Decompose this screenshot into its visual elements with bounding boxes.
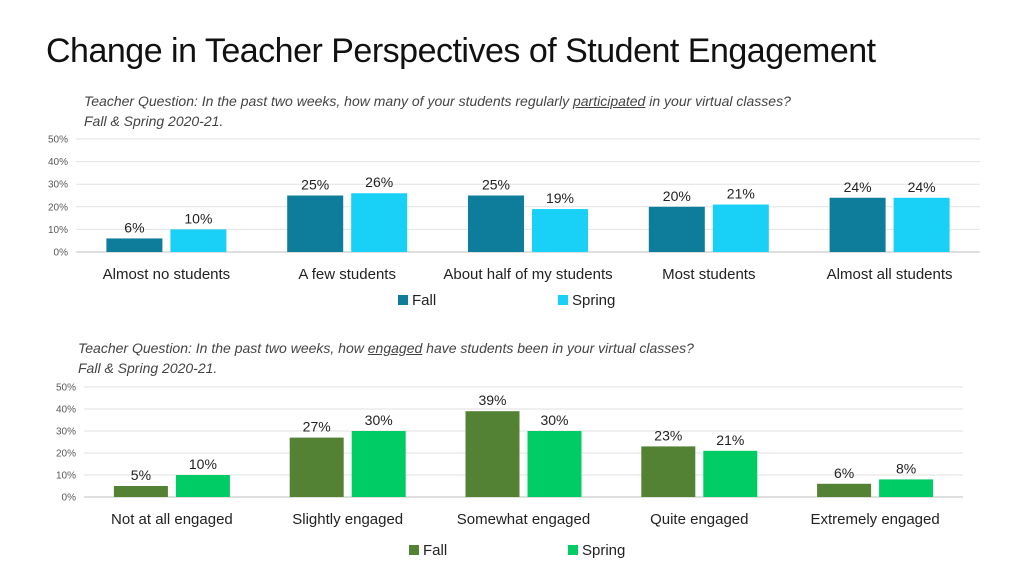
chart2-legend-label-fall: Fall [423, 542, 447, 559]
chart1-bar-spring [532, 209, 588, 252]
chart1-question-text: Teacher Question: In the past two weeks,… [84, 93, 573, 109]
chart1-data-label: 19% [546, 190, 574, 206]
chart2-bar-fall [817, 483, 872, 497]
slide-title: Change in Teacher Perspectives of Studen… [46, 32, 876, 70]
chart2-legend-label-spring: Spring [582, 542, 625, 559]
chart1-data-label: 21% [727, 186, 755, 202]
chart2-category-label: Somewhat engaged [457, 511, 590, 528]
chart1-ytick-label: 20% [48, 202, 68, 213]
chart1-data-label: 24% [844, 179, 872, 195]
chart1-category-label: About half of my students [443, 266, 612, 283]
chart2-question-text: Teacher Question: In the past two weeks,… [78, 340, 368, 356]
chart2-bar-fall [641, 446, 696, 497]
chart2-data-label: 8% [896, 460, 916, 476]
chart2-question-line2: Fall & Spring 2020-21. [78, 360, 218, 376]
chart2-bar-fall [465, 411, 520, 497]
chart1-data-label: 25% [301, 177, 329, 193]
chart2-question: Teacher Question: In the past two weeks,… [78, 338, 694, 378]
chart2-question-text-end: have students been in your virtual class… [422, 340, 694, 356]
chart1-bar-spring [712, 204, 769, 252]
chart1-legend-swatch-fall [398, 295, 408, 305]
chart2-ytick-label: 40% [56, 405, 76, 416]
chart2-bar-spring [527, 431, 582, 497]
chart2-category-label: Slightly engaged [292, 511, 403, 528]
chart2-question-line1: Teacher Question: In the past two weeks,… [78, 338, 694, 358]
chart2-bar-spring [175, 475, 230, 497]
chart1-question: Teacher Question: In the past two weeks,… [84, 91, 791, 131]
chart1-bar-fall [468, 195, 524, 252]
chart1-ytick-label: 0% [54, 248, 69, 259]
chart1-question-line1: Teacher Question: In the past two weeks,… [84, 91, 791, 111]
chart2-data-label: 30% [365, 412, 393, 428]
chart1-legend-label-fall: Fall [412, 292, 436, 309]
chart1-ytick-label: 40% [48, 157, 68, 168]
chart2-ytick-label: 30% [56, 427, 76, 438]
chart2-data-label: 6% [834, 465, 854, 481]
chart2-ytick-label: 0% [62, 493, 77, 504]
chart2-category-label: Extremely engaged [810, 511, 939, 528]
chart1-data-label: 20% [663, 188, 691, 204]
chart1-data-label: 6% [124, 219, 144, 235]
participation-chart: 0% 10% 20% 30% 40% 50% 6% 10% Almost no students… [48, 135, 980, 309]
chart1-bar-fall [648, 206, 705, 252]
chart1-question-keyword: participated [572, 93, 646, 109]
chart1-data-label: 26% [365, 174, 393, 190]
chart2-category-label: Not at all engaged [111, 511, 233, 528]
chart1-bar-fall [106, 238, 163, 252]
chart1-ytick-label: 30% [48, 180, 68, 191]
chart1-data-label: 10% [184, 210, 212, 226]
chart1-category-label: Most students [662, 266, 755, 283]
chart2-data-label: 27% [303, 419, 331, 435]
chart1-bar-spring [893, 197, 950, 252]
chart1-category-label: A few students [298, 266, 396, 283]
chart1-ytick-label: 50% [48, 135, 68, 146]
chart1-question-line2: Fall & Spring 2020-21. [84, 113, 224, 129]
chart2-data-label: 10% [189, 456, 217, 472]
chart2-ytick-label: 10% [56, 471, 76, 482]
chart2-data-label: 5% [131, 467, 151, 483]
chart1-data-label: 24% [908, 179, 936, 195]
chart1-category-label: Almost no students [103, 266, 231, 283]
chart2-legend-swatch-spring [568, 545, 578, 555]
chart1-question-text-end: in your virtual classes? [645, 93, 791, 109]
chart1-ytick-label: 10% [48, 225, 68, 236]
engagement-chart: 0% 10% 20% 30% 40% 50% 5% 10% Not at all engaged… [56, 383, 963, 559]
chart2-question-keyword: engaged [367, 340, 423, 356]
chart2-data-label: 39% [478, 392, 506, 408]
chart1-bar-fall [287, 195, 344, 252]
chart2-category-label: Quite engaged [650, 511, 748, 528]
chart1-bar-spring [170, 229, 227, 252]
chart1-category-label: Almost all students [827, 266, 953, 283]
chart2-bar-fall [289, 437, 344, 497]
chart2-ytick-label: 50% [56, 383, 76, 394]
chart2-bar-spring [703, 450, 758, 497]
chart2-legend-swatch-fall [409, 545, 419, 555]
chart2-data-label: 30% [540, 412, 568, 428]
chart1-bar-spring [351, 193, 408, 252]
chart2-bar-spring [879, 479, 934, 497]
chart2-ytick-label: 20% [56, 449, 76, 460]
chart2-bar-spring [351, 431, 406, 497]
chart1-legend-swatch-spring [558, 295, 568, 305]
chart2-data-label: 23% [654, 427, 682, 443]
chart2-data-label: 21% [716, 432, 744, 448]
chart1-data-label: 25% [482, 177, 510, 193]
chart1-bar-fall [829, 197, 886, 252]
chart2-bar-fall [113, 486, 168, 497]
chart1-legend-label-spring: Spring [572, 292, 615, 309]
